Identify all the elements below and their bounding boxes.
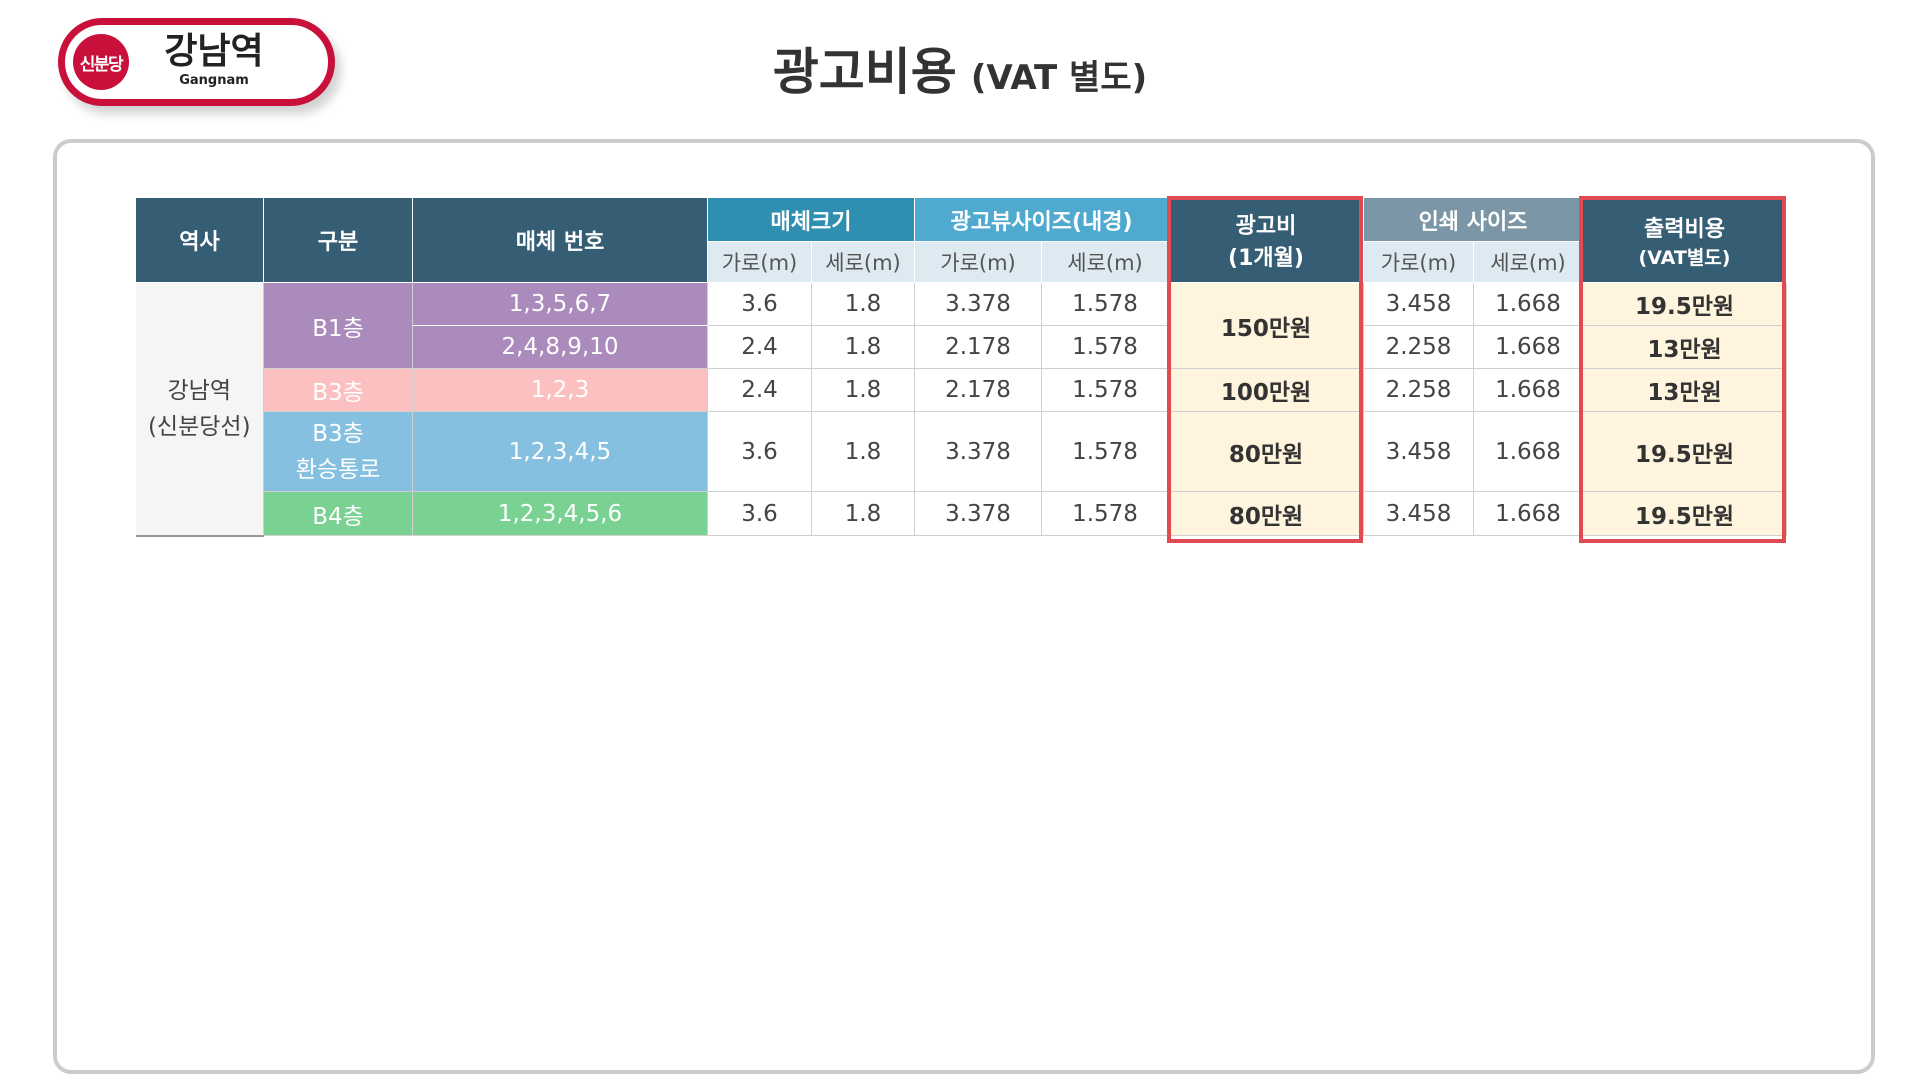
print-height: 1.668 [1473,411,1583,492]
header-view-height: 세로(m) [1041,241,1169,283]
media-height: 1.8 [811,325,915,369]
station-logo-badge: 신분당 강남역 Gangnam [58,18,335,106]
table-row: B3층 1,2,3 2.4 1.8 2.178 1.578 100만원 2.25… [136,368,1787,412]
print-height: 1.668 [1473,282,1583,326]
division-b3-transfer-line2: 환승통로 [295,456,381,483]
media-width: 3.6 [707,491,812,536]
print-height: 1.668 [1473,368,1583,412]
print-width: 2.258 [1363,325,1474,369]
ad-cost: 100만원 [1168,368,1364,412]
station-line1: 강남역 [167,377,231,404]
view-height: 1.578 [1041,491,1169,536]
print-width: 2.258 [1363,368,1474,412]
view-height: 1.578 [1041,325,1169,369]
print-height: 1.668 [1473,491,1583,536]
media-number: 1,2,3 [412,368,708,412]
division-b1: B1층 [263,282,413,369]
page-title-main: 광고비용 [772,43,957,101]
table-row: B4층 1,2,3,4,5,6 3.6 1.8 3.378 1.578 80만원… [136,491,1787,536]
view-width: 3.378 [914,282,1042,326]
division-b3: B3층 [263,368,413,412]
station-cell: 강남역 (신분당선) [135,282,264,537]
view-height: 1.578 [1041,411,1169,492]
ad-cost: 80만원 [1168,491,1364,536]
ad-cost: 80만원 [1168,411,1364,492]
header-media-size: 매체크기 [707,197,915,242]
header-print-cost-line2: (VAT별도) [1638,246,1731,269]
header-print-cost: 출력비용 (VAT별도) [1582,197,1787,283]
header-print-size: 인쇄 사이즈 [1363,197,1583,242]
media-number: 1,2,3,4,5,6 [412,491,708,536]
view-width: 3.378 [914,411,1042,492]
media-number: 2,4,8,9,10 [412,325,708,369]
media-number: 1,2,3,4,5 [412,411,708,492]
media-width: 2.4 [707,368,812,412]
print-width: 3.458 [1363,491,1474,536]
print-cost: 13만원 [1582,325,1787,369]
station-name-en: Gangnam [179,73,249,88]
header-division: 구분 [263,197,413,283]
header-media-width: 가로(m) [707,241,812,283]
media-height: 1.8 [811,411,915,492]
print-cost: 19.5만원 [1582,411,1787,492]
station-line2: (신분당선) [147,413,251,440]
view-height: 1.578 [1041,368,1169,412]
header-print-height: 세로(m) [1473,241,1583,283]
header-ad-cost-line2: (1개월) [1228,246,1304,271]
table-row: 2,4,8,9,10 2.4 1.8 2.178 1.578 2.258 1.6… [136,325,1787,369]
division-b3-transfer-line1: B3층 [312,420,364,447]
ad-cost: 150만원 [1168,282,1364,369]
media-height: 1.8 [811,282,915,326]
header-view-size: 광고뷰사이즈(내경) [914,197,1169,242]
media-width: 3.6 [707,282,812,326]
print-cost: 19.5만원 [1582,491,1787,536]
media-height: 1.8 [811,491,915,536]
view-width: 2.178 [914,368,1042,412]
header-media-height: 세로(m) [811,241,915,283]
header-print-width: 가로(m) [1363,241,1474,283]
division-b4: B4층 [263,491,413,536]
media-width: 3.6 [707,411,812,492]
station-name: 강남역 [164,31,264,72]
header-view-width: 가로(m) [914,241,1042,283]
media-number: 1,3,5,6,7 [412,282,708,326]
header-ad-cost: 광고비 (1개월) [1168,197,1364,283]
table-row: 강남역 (신분당선) B1층 1,3,5,6,7 3.6 1.8 3.378 1.… [135,282,1787,537]
page-title-sub: (VAT 별도) [970,58,1148,98]
header-ad-cost-line1: 광고비 [1235,214,1297,239]
view-width: 2.178 [914,325,1042,369]
print-height: 1.668 [1473,325,1583,369]
line-badge-circle: 신분당 [73,34,129,90]
media-width: 2.4 [707,325,812,369]
media-height: 1.8 [811,368,915,412]
print-width: 3.458 [1363,411,1474,492]
print-cost: 13만원 [1582,368,1787,412]
header-station: 역사 [135,197,264,283]
page-title: 광고비용 (VAT 별도) [0,32,1920,104]
advertising-cost-table: 역사 구분 매체 번호 매체크기 광고뷰사이즈(내경) 광고비 (1개월) 인쇄 … [135,197,1787,537]
view-height: 1.578 [1041,282,1169,326]
header-media-number: 매체 번호 [412,197,708,283]
view-width: 3.378 [914,491,1042,536]
header-print-cost-line1: 출력비용 [1644,216,1725,242]
print-width: 3.458 [1363,282,1474,326]
print-cost: 19.5만원 [1582,282,1787,326]
content-frame [53,139,1875,1074]
